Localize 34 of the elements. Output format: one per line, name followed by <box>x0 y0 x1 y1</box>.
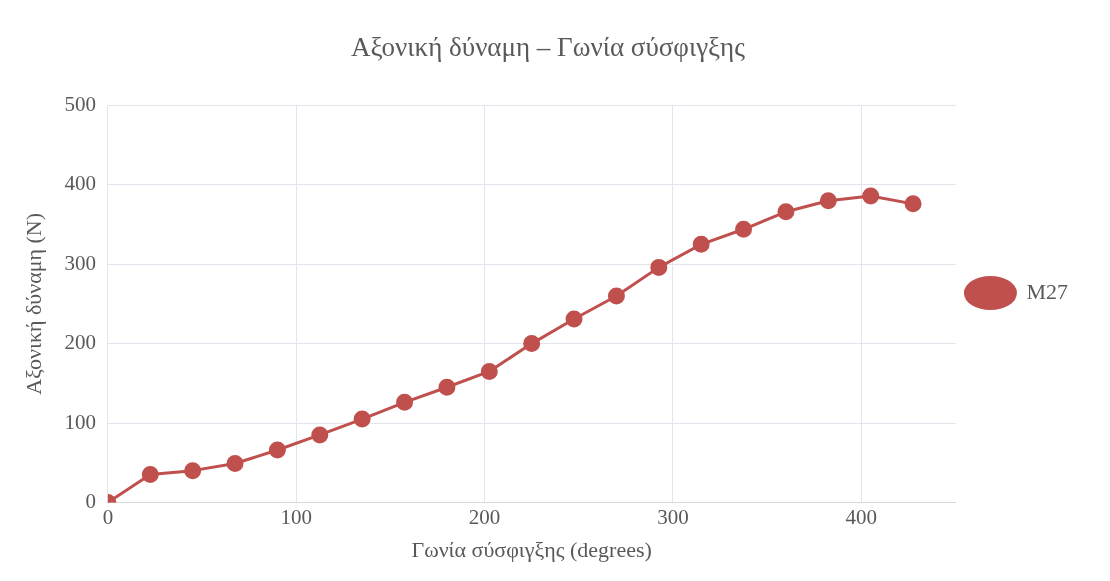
point <box>607 287 625 305</box>
point <box>862 187 880 205</box>
y-tick-label: 300 <box>64 250 96 275</box>
point <box>777 203 795 221</box>
point <box>692 235 710 253</box>
point <box>819 192 837 210</box>
point <box>268 441 286 459</box>
y-tick-label: 0 <box>85 488 96 513</box>
x-tick-label: 400 <box>845 504 878 529</box>
point <box>311 426 329 444</box>
y-tick-label: 100 <box>64 409 96 434</box>
y-tick-label: 500 <box>64 91 96 116</box>
point <box>480 362 498 380</box>
point <box>904 195 922 213</box>
y-tick-label: 400 <box>64 171 96 196</box>
point <box>523 335 541 353</box>
point <box>353 410 371 428</box>
x-tick-label: 100 <box>280 504 312 529</box>
x-tick-label: 300 <box>657 504 689 529</box>
point <box>184 462 202 480</box>
x-tick-label: 0 <box>102 504 114 529</box>
legend-label: M27 <box>1026 278 1068 304</box>
y-tick-label: 200 <box>64 330 96 355</box>
point <box>735 220 753 238</box>
point <box>565 310 583 328</box>
point <box>396 393 414 411</box>
point <box>141 466 159 484</box>
point <box>226 454 244 472</box>
point <box>650 258 668 276</box>
chart-title: Αξονική δύναμη – Γωνία σύσφιγξης <box>351 32 746 63</box>
point <box>438 378 456 396</box>
x-axis-title: Γωνία σύσφιγξης (degrees) <box>411 536 652 562</box>
x-tick-label: 200 <box>468 504 501 529</box>
y-axis-title: Αξονική δύναμη (N) <box>20 212 46 395</box>
